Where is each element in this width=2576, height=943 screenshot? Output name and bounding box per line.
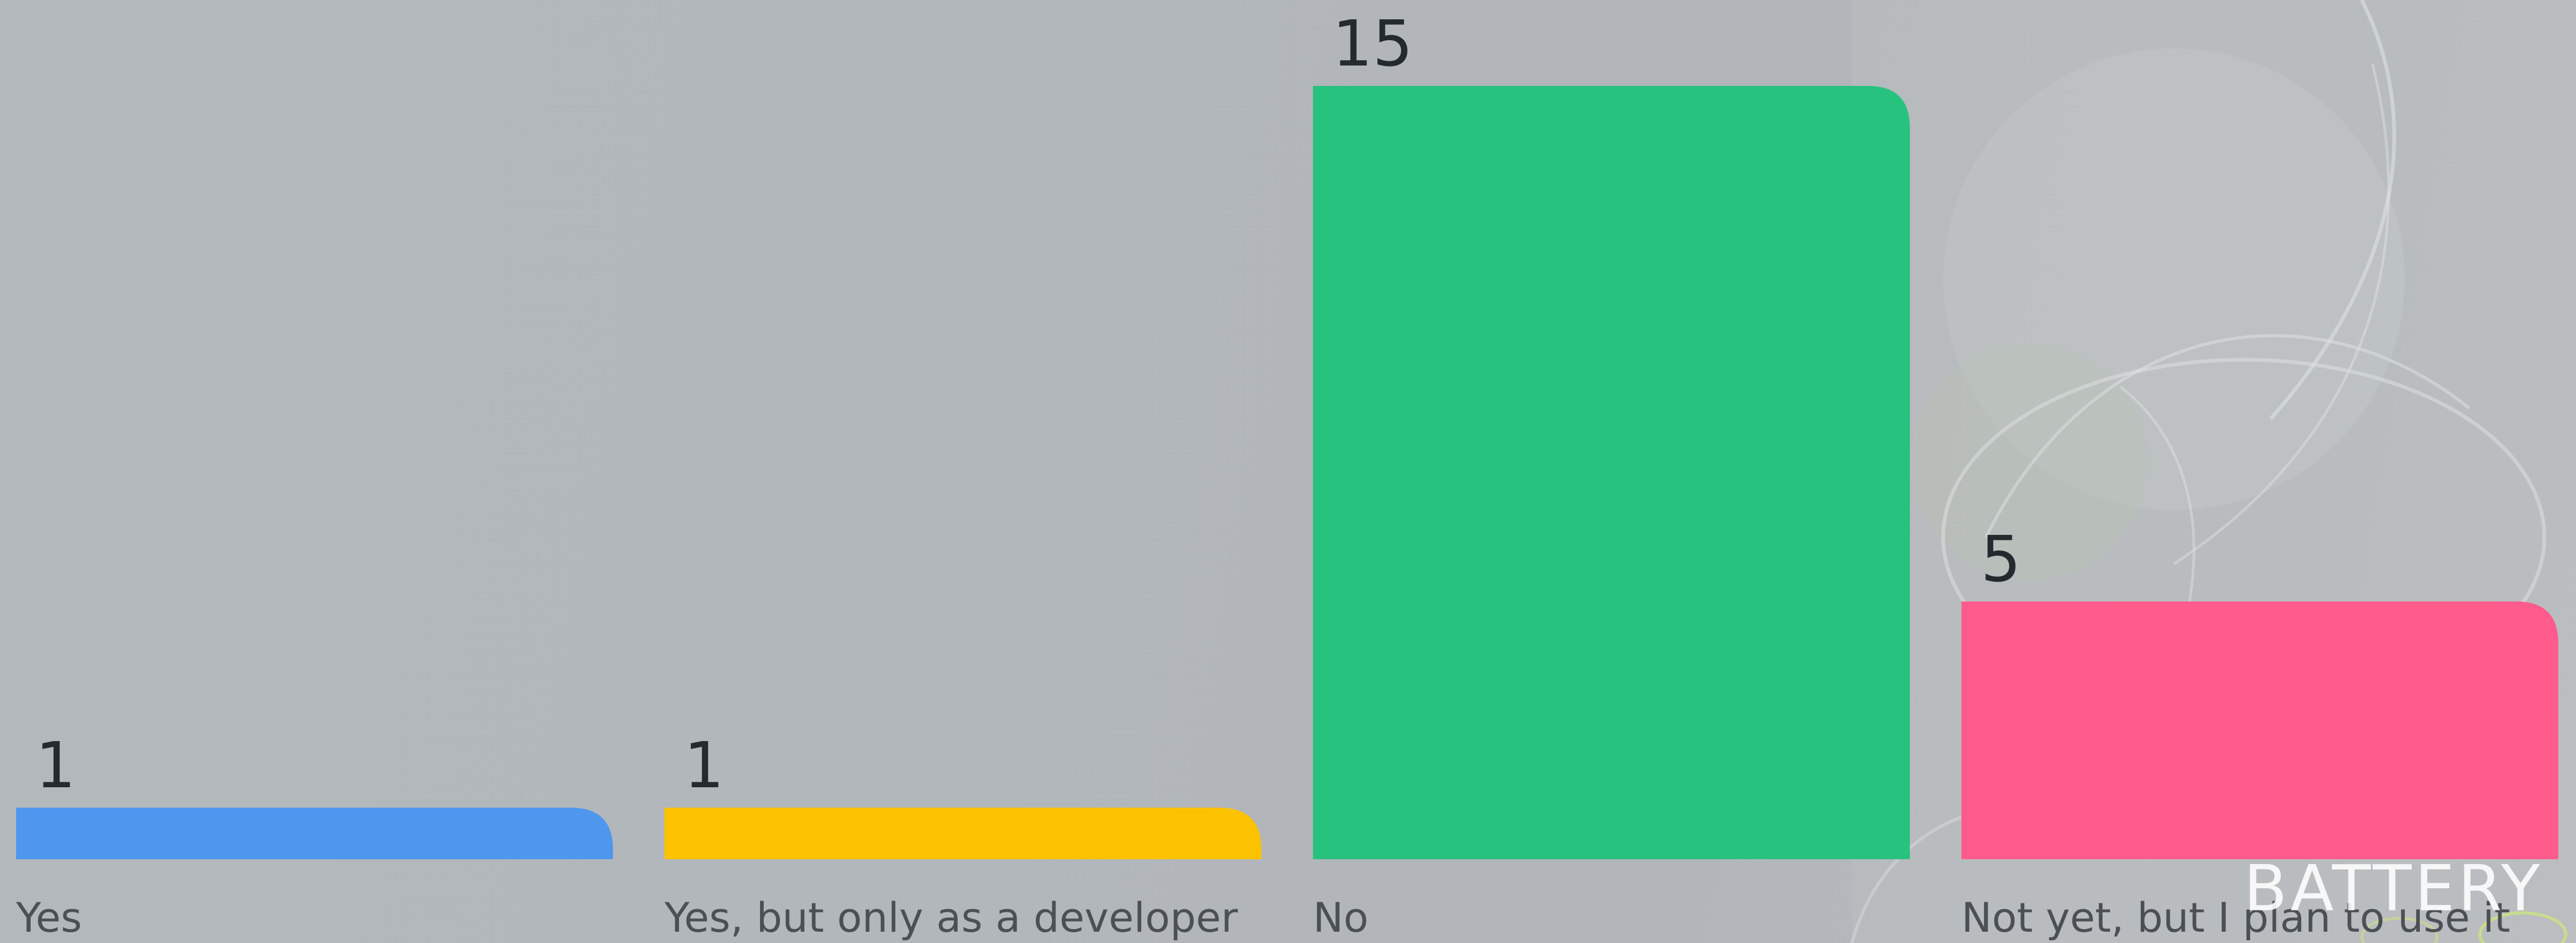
bar-value-label-1: 1 (35, 728, 76, 802)
bar-2 (665, 808, 1261, 859)
category-label-2: Yes, but only as a developer (664, 894, 1238, 941)
bar-3 (1313, 86, 1910, 859)
category-label-4: Not yet, but I plan to use it (1961, 894, 2510, 941)
bar-4 (1961, 601, 2558, 859)
category-label-3: No (1313, 894, 1368, 941)
category-label-1: Yes (16, 894, 82, 941)
bar-value-label-2: 1 (684, 728, 724, 802)
bar-value-label-4: 5 (1981, 522, 2021, 596)
watermark-logo-text: BATTERY (2244, 851, 2543, 925)
bar-value-label-3: 15 (1332, 6, 1413, 81)
bar-1 (16, 808, 613, 859)
